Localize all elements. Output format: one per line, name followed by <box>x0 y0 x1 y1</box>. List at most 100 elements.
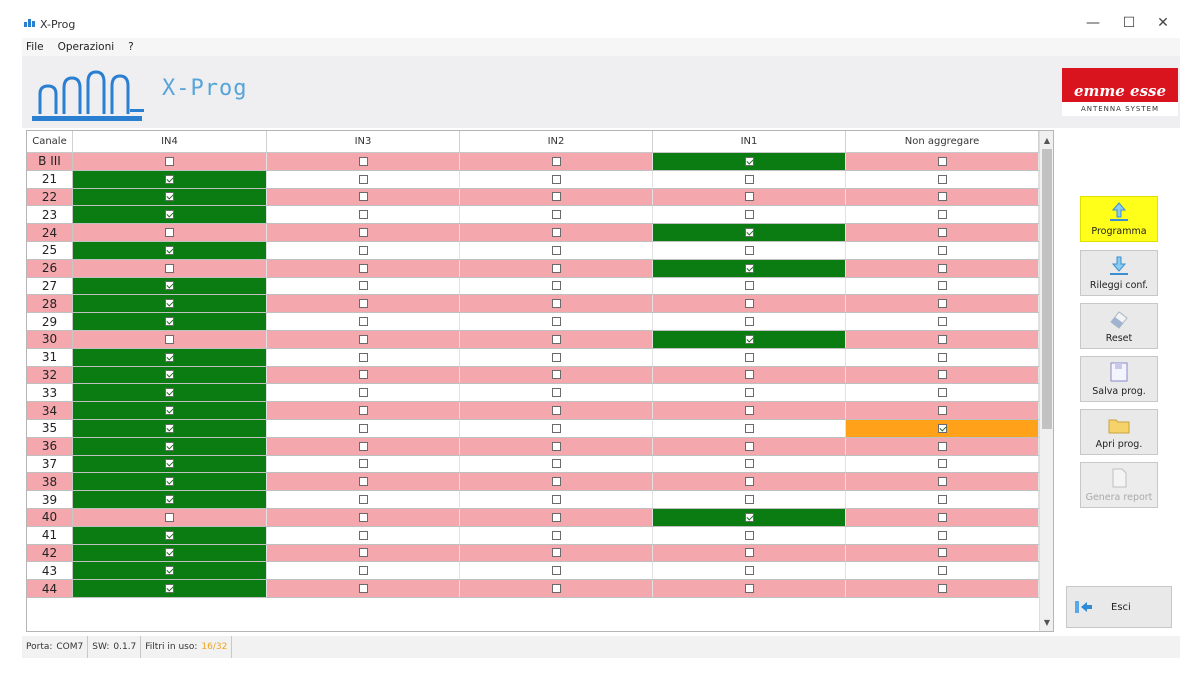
checkbox-in2[interactable] <box>551 388 561 398</box>
cell-non-aggregare[interactable] <box>846 224 1039 241</box>
cell-in1[interactable] <box>653 224 846 241</box>
col-header-non-aggregare[interactable]: Non aggregare <box>846 131 1039 152</box>
checkbox-non-aggregare[interactable] <box>937 210 947 220</box>
cell-in3[interactable] <box>267 402 460 419</box>
checkbox-non-aggregare[interactable] <box>937 334 947 344</box>
cell-in4[interactable] <box>73 437 267 455</box>
cell-in1[interactable] <box>653 526 846 544</box>
checkbox-in2[interactable] <box>551 210 561 220</box>
cell-in3[interactable] <box>267 437 460 455</box>
cell-in4[interactable] <box>73 277 267 295</box>
checkbox-non-aggregare[interactable] <box>937 263 947 273</box>
checkbox-in2[interactable] <box>551 512 561 522</box>
checkbox-in3[interactable] <box>358 299 368 309</box>
checkbox-in2[interactable] <box>551 228 561 238</box>
checkbox-in1[interactable] <box>744 352 754 362</box>
checkbox-in4[interactable] <box>165 388 174 398</box>
cell-in4[interactable] <box>73 348 267 366</box>
cell-non-aggregare[interactable] <box>846 455 1039 473</box>
checkbox-in2[interactable] <box>551 566 561 576</box>
cell-in1[interactable] <box>653 366 846 384</box>
cell-non-aggregare[interactable] <box>846 313 1039 330</box>
checkbox-in1[interactable] <box>744 406 754 416</box>
table-scrollbar[interactable]: ▲ ▼ <box>1039 131 1053 631</box>
cell-in3[interactable] <box>267 313 460 330</box>
cell-in1[interactable] <box>653 295 846 313</box>
checkbox-non-aggregare[interactable] <box>937 459 947 469</box>
checkbox-in4[interactable] <box>165 423 174 433</box>
cell-in2[interactable] <box>460 384 653 402</box>
scroll-up-icon[interactable]: ▲ <box>1043 135 1051 145</box>
checkbox-in2[interactable] <box>551 548 561 558</box>
cell-non-aggregare[interactable] <box>846 206 1039 224</box>
cell-in3[interactable] <box>267 419 460 437</box>
cell-in2[interactable] <box>460 348 653 366</box>
checkbox-in2[interactable] <box>551 263 561 273</box>
checkbox-non-aggregare[interactable] <box>937 388 947 398</box>
cell-non-aggregare[interactable] <box>846 491 1039 508</box>
cell-in3[interactable] <box>267 330 460 348</box>
checkbox-in2[interactable] <box>551 423 561 433</box>
checkbox-non-aggregare[interactable] <box>937 245 947 255</box>
cell-in3[interactable] <box>267 188 460 206</box>
checkbox-in1[interactable] <box>744 281 754 291</box>
col-header-canale[interactable]: Canale <box>27 131 73 152</box>
cell-in2[interactable] <box>460 241 653 259</box>
cell-non-aggregare[interactable] <box>846 295 1039 313</box>
checkbox-in1[interactable] <box>744 548 754 558</box>
checkbox-non-aggregare[interactable] <box>937 495 947 505</box>
cell-in2[interactable] <box>460 455 653 473</box>
checkbox-in4[interactable] <box>165 512 174 522</box>
cell-in3[interactable] <box>267 224 460 241</box>
cell-in2[interactable] <box>460 295 653 313</box>
cell-in4[interactable] <box>73 241 267 259</box>
checkbox-in4[interactable] <box>165 192 174 202</box>
checkbox-non-aggregare[interactable] <box>937 156 947 166</box>
checkbox-in2[interactable] <box>551 352 561 362</box>
minimize-button[interactable]: — <box>1086 15 1100 31</box>
cell-in2[interactable] <box>460 170 653 188</box>
checkbox-non-aggregare[interactable] <box>937 423 947 433</box>
checkbox-in3[interactable] <box>358 548 368 558</box>
cell-non-aggregare[interactable] <box>846 384 1039 402</box>
cell-in3[interactable] <box>267 455 460 473</box>
checkbox-non-aggregare[interactable] <box>937 512 947 522</box>
checkbox-in4[interactable] <box>165 352 174 362</box>
cell-in2[interactable] <box>460 526 653 544</box>
reload-config-button[interactable]: Rileggi conf. <box>1080 250 1158 296</box>
exit-button[interactable]: Esci <box>1066 586 1172 628</box>
checkbox-in3[interactable] <box>358 156 368 166</box>
cell-in3[interactable] <box>267 277 460 295</box>
cell-in3[interactable] <box>267 295 460 313</box>
cell-in4[interactable] <box>73 491 267 508</box>
menu-file[interactable]: File <box>26 41 44 53</box>
checkbox-in1[interactable] <box>744 317 754 327</box>
checkbox-in3[interactable] <box>358 228 368 238</box>
checkbox-in4[interactable] <box>165 317 174 327</box>
checkbox-in3[interactable] <box>358 441 368 451</box>
cell-non-aggregare[interactable] <box>846 437 1039 455</box>
cell-in4[interactable] <box>73 473 267 491</box>
cell-in4[interactable] <box>73 402 267 419</box>
checkbox-in2[interactable] <box>551 317 561 327</box>
checkbox-in4[interactable] <box>165 370 174 380</box>
cell-in1[interactable] <box>653 259 846 277</box>
cell-non-aggregare[interactable] <box>846 330 1039 348</box>
checkbox-in4[interactable] <box>165 174 174 184</box>
cell-in4[interactable] <box>73 508 267 526</box>
checkbox-in4[interactable] <box>165 334 174 344</box>
checkbox-in1[interactable] <box>744 174 754 184</box>
col-header-in3[interactable]: IN3 <box>267 131 460 152</box>
cell-non-aggregare[interactable] <box>846 348 1039 366</box>
checkbox-in1[interactable] <box>744 334 754 344</box>
cell-non-aggregare[interactable] <box>846 402 1039 419</box>
checkbox-non-aggregare[interactable] <box>937 477 947 487</box>
checkbox-in2[interactable] <box>551 495 561 505</box>
checkbox-in2[interactable] <box>551 530 561 540</box>
cell-in4[interactable] <box>73 330 267 348</box>
checkbox-in1[interactable] <box>744 210 754 220</box>
cell-in4[interactable] <box>73 366 267 384</box>
cell-in3[interactable] <box>267 384 460 402</box>
cell-in2[interactable] <box>460 277 653 295</box>
cell-in1[interactable] <box>653 384 846 402</box>
